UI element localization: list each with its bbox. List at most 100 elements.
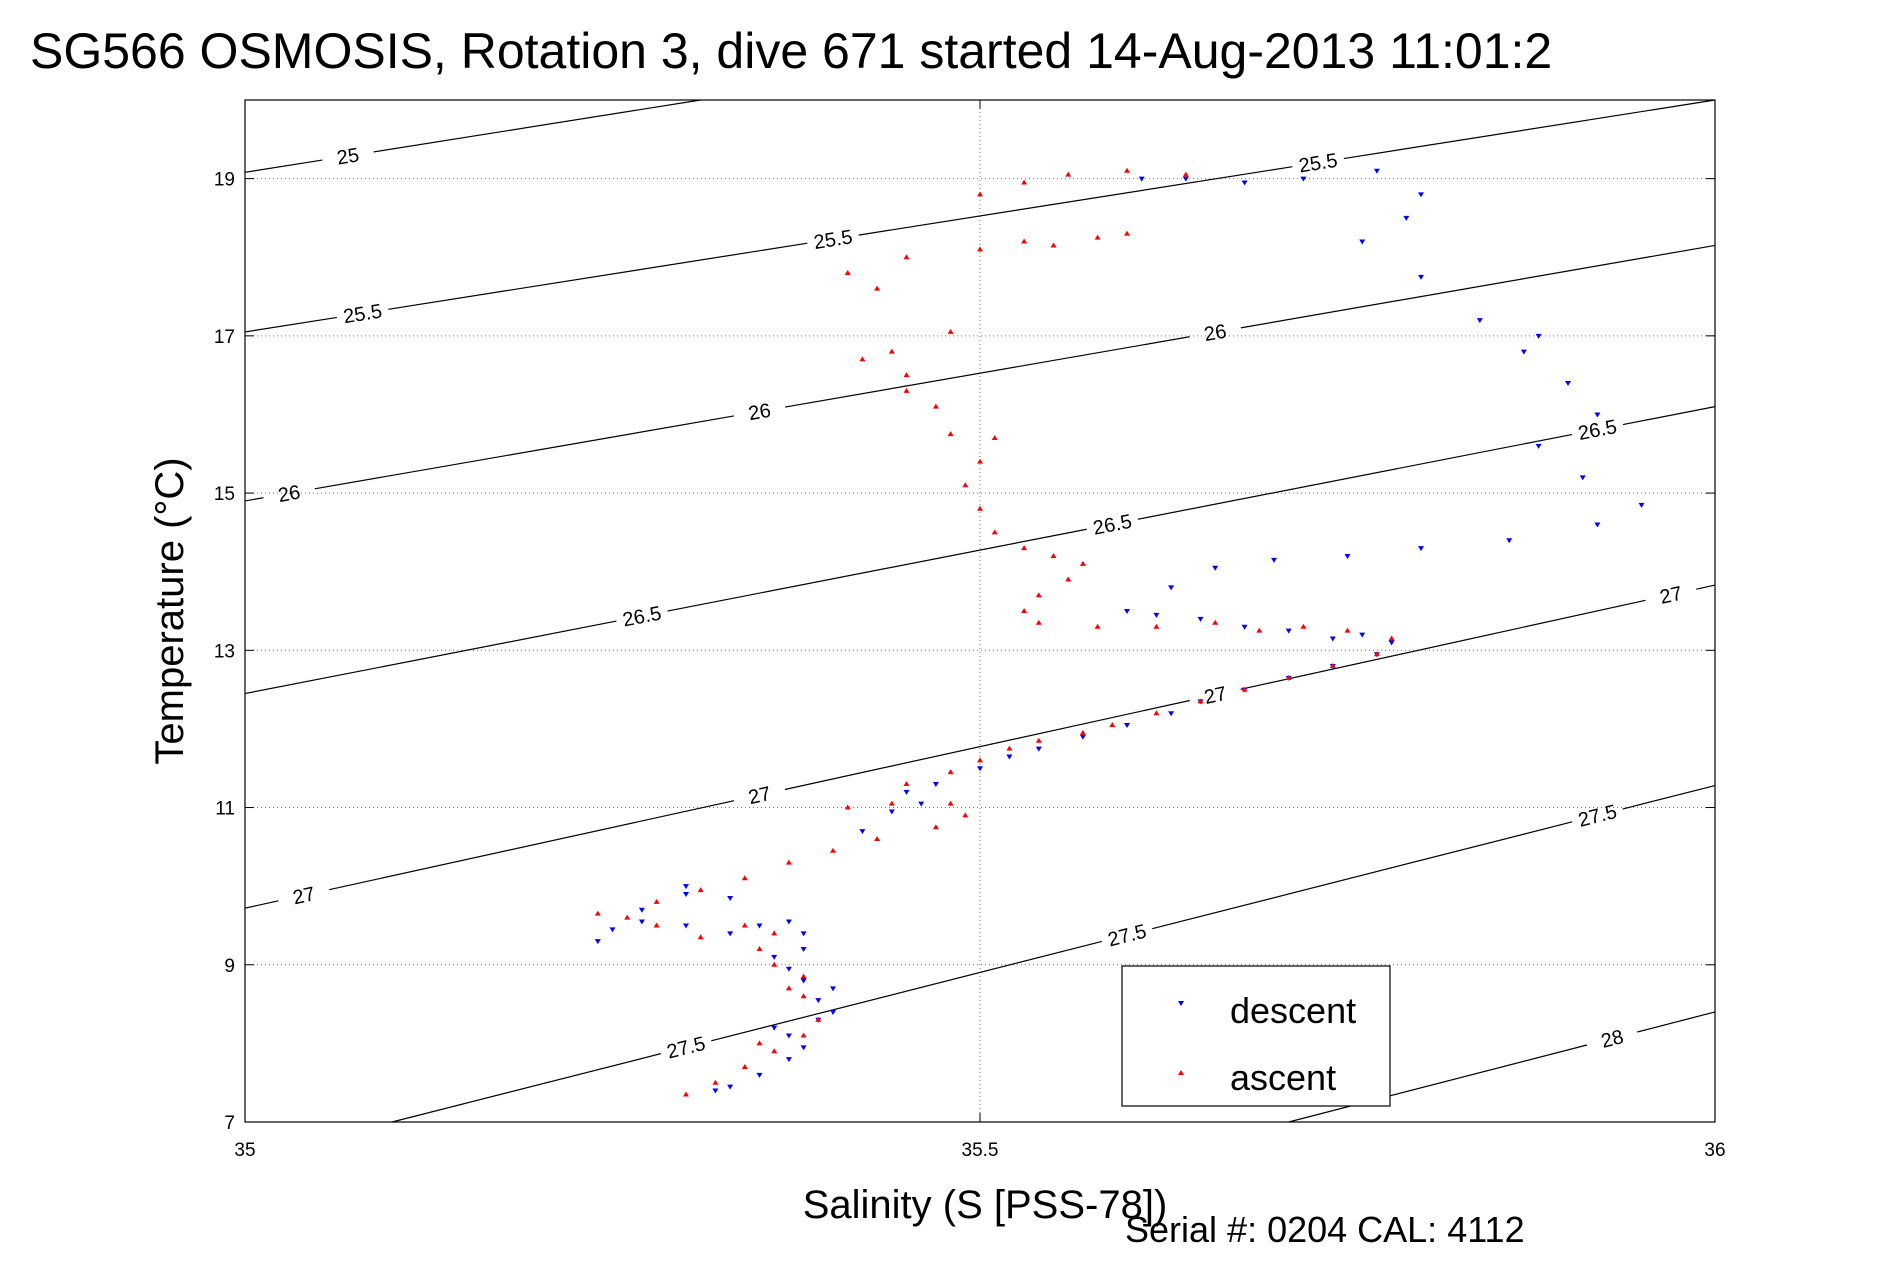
point-ascent bbox=[859, 356, 866, 362]
data-points bbox=[594, 167, 1645, 1097]
point-ascent bbox=[741, 922, 748, 928]
point-ascent bbox=[1050, 242, 1057, 248]
point-descent bbox=[1388, 640, 1395, 646]
contour-line bbox=[1622, 784, 1716, 810]
point-descent bbox=[1418, 192, 1424, 198]
y-tick-label: 15 bbox=[214, 484, 235, 505]
y-tick-label: 7 bbox=[224, 1113, 235, 1134]
point-descent bbox=[771, 954, 778, 960]
y-tick-label: 9 bbox=[224, 956, 235, 977]
point-descent bbox=[830, 986, 836, 992]
point-descent bbox=[1241, 180, 1248, 186]
point-descent bbox=[1285, 628, 1292, 634]
point-ascent bbox=[1373, 651, 1380, 657]
contour-label: 27 bbox=[746, 783, 772, 809]
point-ascent bbox=[756, 1040, 763, 1046]
point-ascent bbox=[741, 1063, 748, 1069]
legend: descent ascent bbox=[1121, 965, 1391, 1107]
point-descent bbox=[1535, 443, 1542, 449]
point-ascent bbox=[1021, 238, 1028, 244]
contour-line bbox=[1288, 1044, 1588, 1123]
point-descent bbox=[1124, 722, 1130, 728]
point-ascent bbox=[815, 1016, 822, 1022]
point-descent bbox=[594, 939, 601, 945]
point-ascent bbox=[1065, 576, 1072, 582]
point-ascent bbox=[962, 482, 969, 488]
point-descent bbox=[888, 809, 895, 815]
point-ascent bbox=[1094, 234, 1101, 240]
contour-line bbox=[373, 99, 701, 153]
point-descent bbox=[830, 1009, 836, 1015]
point-descent bbox=[1359, 239, 1366, 245]
point-ascent bbox=[962, 812, 969, 818]
point-descent bbox=[918, 801, 925, 807]
contour-label: 27 bbox=[1202, 683, 1228, 709]
contour-line bbox=[784, 699, 1190, 791]
point-descent bbox=[756, 1072, 763, 1078]
legend-marker-ascent bbox=[1178, 1070, 1184, 1075]
contour-line bbox=[667, 528, 1087, 612]
point-ascent bbox=[800, 973, 807, 979]
contour-line bbox=[1622, 406, 1716, 426]
point-descent bbox=[800, 947, 807, 953]
contour-line bbox=[244, 316, 338, 333]
point-ascent bbox=[977, 191, 983, 197]
point-ascent bbox=[741, 875, 748, 881]
point-ascent bbox=[1256, 627, 1263, 633]
contour-line bbox=[1343, 99, 1716, 160]
point-descent bbox=[785, 1057, 792, 1063]
point-ascent bbox=[1065, 171, 1072, 177]
contour-line bbox=[1637, 1011, 1716, 1033]
point-ascent bbox=[932, 824, 939, 830]
point-descent bbox=[903, 789, 910, 795]
x-tick-label: 35 bbox=[234, 1140, 255, 1161]
point-descent bbox=[1344, 553, 1351, 559]
point-ascent bbox=[624, 914, 631, 920]
point-ascent bbox=[1153, 710, 1160, 716]
point-ascent bbox=[1197, 698, 1204, 704]
point-descent bbox=[977, 766, 983, 772]
point-descent bbox=[1035, 746, 1042, 752]
point-descent bbox=[800, 978, 807, 984]
point-ascent bbox=[1079, 560, 1086, 566]
point-ascent bbox=[683, 1091, 689, 1097]
serial-footer: Serial #: 0204 CAL: 4112 bbox=[1125, 1209, 1525, 1250]
point-ascent bbox=[785, 859, 792, 865]
point-ascent bbox=[977, 458, 983, 464]
point-ascent bbox=[800, 1032, 807, 1038]
point-ascent bbox=[1035, 592, 1042, 598]
x-axis-label: Salinity (S [PSS-78]) bbox=[803, 1183, 1168, 1227]
point-descent bbox=[727, 895, 734, 901]
contour-line bbox=[244, 900, 279, 909]
contour-label: 28 bbox=[1599, 1026, 1626, 1053]
point-descent bbox=[1124, 609, 1130, 614]
point-ascent bbox=[932, 403, 939, 409]
point-ascent bbox=[653, 922, 660, 928]
y-tick-label: 13 bbox=[214, 641, 235, 662]
point-descent bbox=[1300, 176, 1307, 182]
point-ascent bbox=[1109, 721, 1116, 727]
point-ascent bbox=[594, 910, 601, 916]
contour-line bbox=[1152, 821, 1573, 930]
contour-label: 27 bbox=[1658, 583, 1684, 609]
contour-line bbox=[711, 940, 1102, 1042]
point-ascent bbox=[947, 431, 954, 437]
point-ascent bbox=[903, 387, 910, 393]
contour-label: 26 bbox=[747, 400, 773, 425]
point-ascent bbox=[1021, 608, 1028, 613]
point-descent bbox=[1212, 565, 1219, 571]
point-ascent bbox=[947, 769, 954, 775]
point-ascent bbox=[1035, 737, 1042, 743]
contour-line bbox=[244, 620, 617, 695]
contour-label: 26 bbox=[1203, 321, 1229, 346]
point-ascent bbox=[756, 946, 763, 952]
point-descent bbox=[683, 892, 689, 898]
point-descent bbox=[1418, 274, 1424, 280]
contour-line bbox=[329, 800, 735, 891]
point-ascent bbox=[947, 800, 954, 806]
point-ascent bbox=[1035, 619, 1042, 625]
point-descent bbox=[683, 884, 689, 890]
y-tick-label: 17 bbox=[214, 327, 235, 348]
